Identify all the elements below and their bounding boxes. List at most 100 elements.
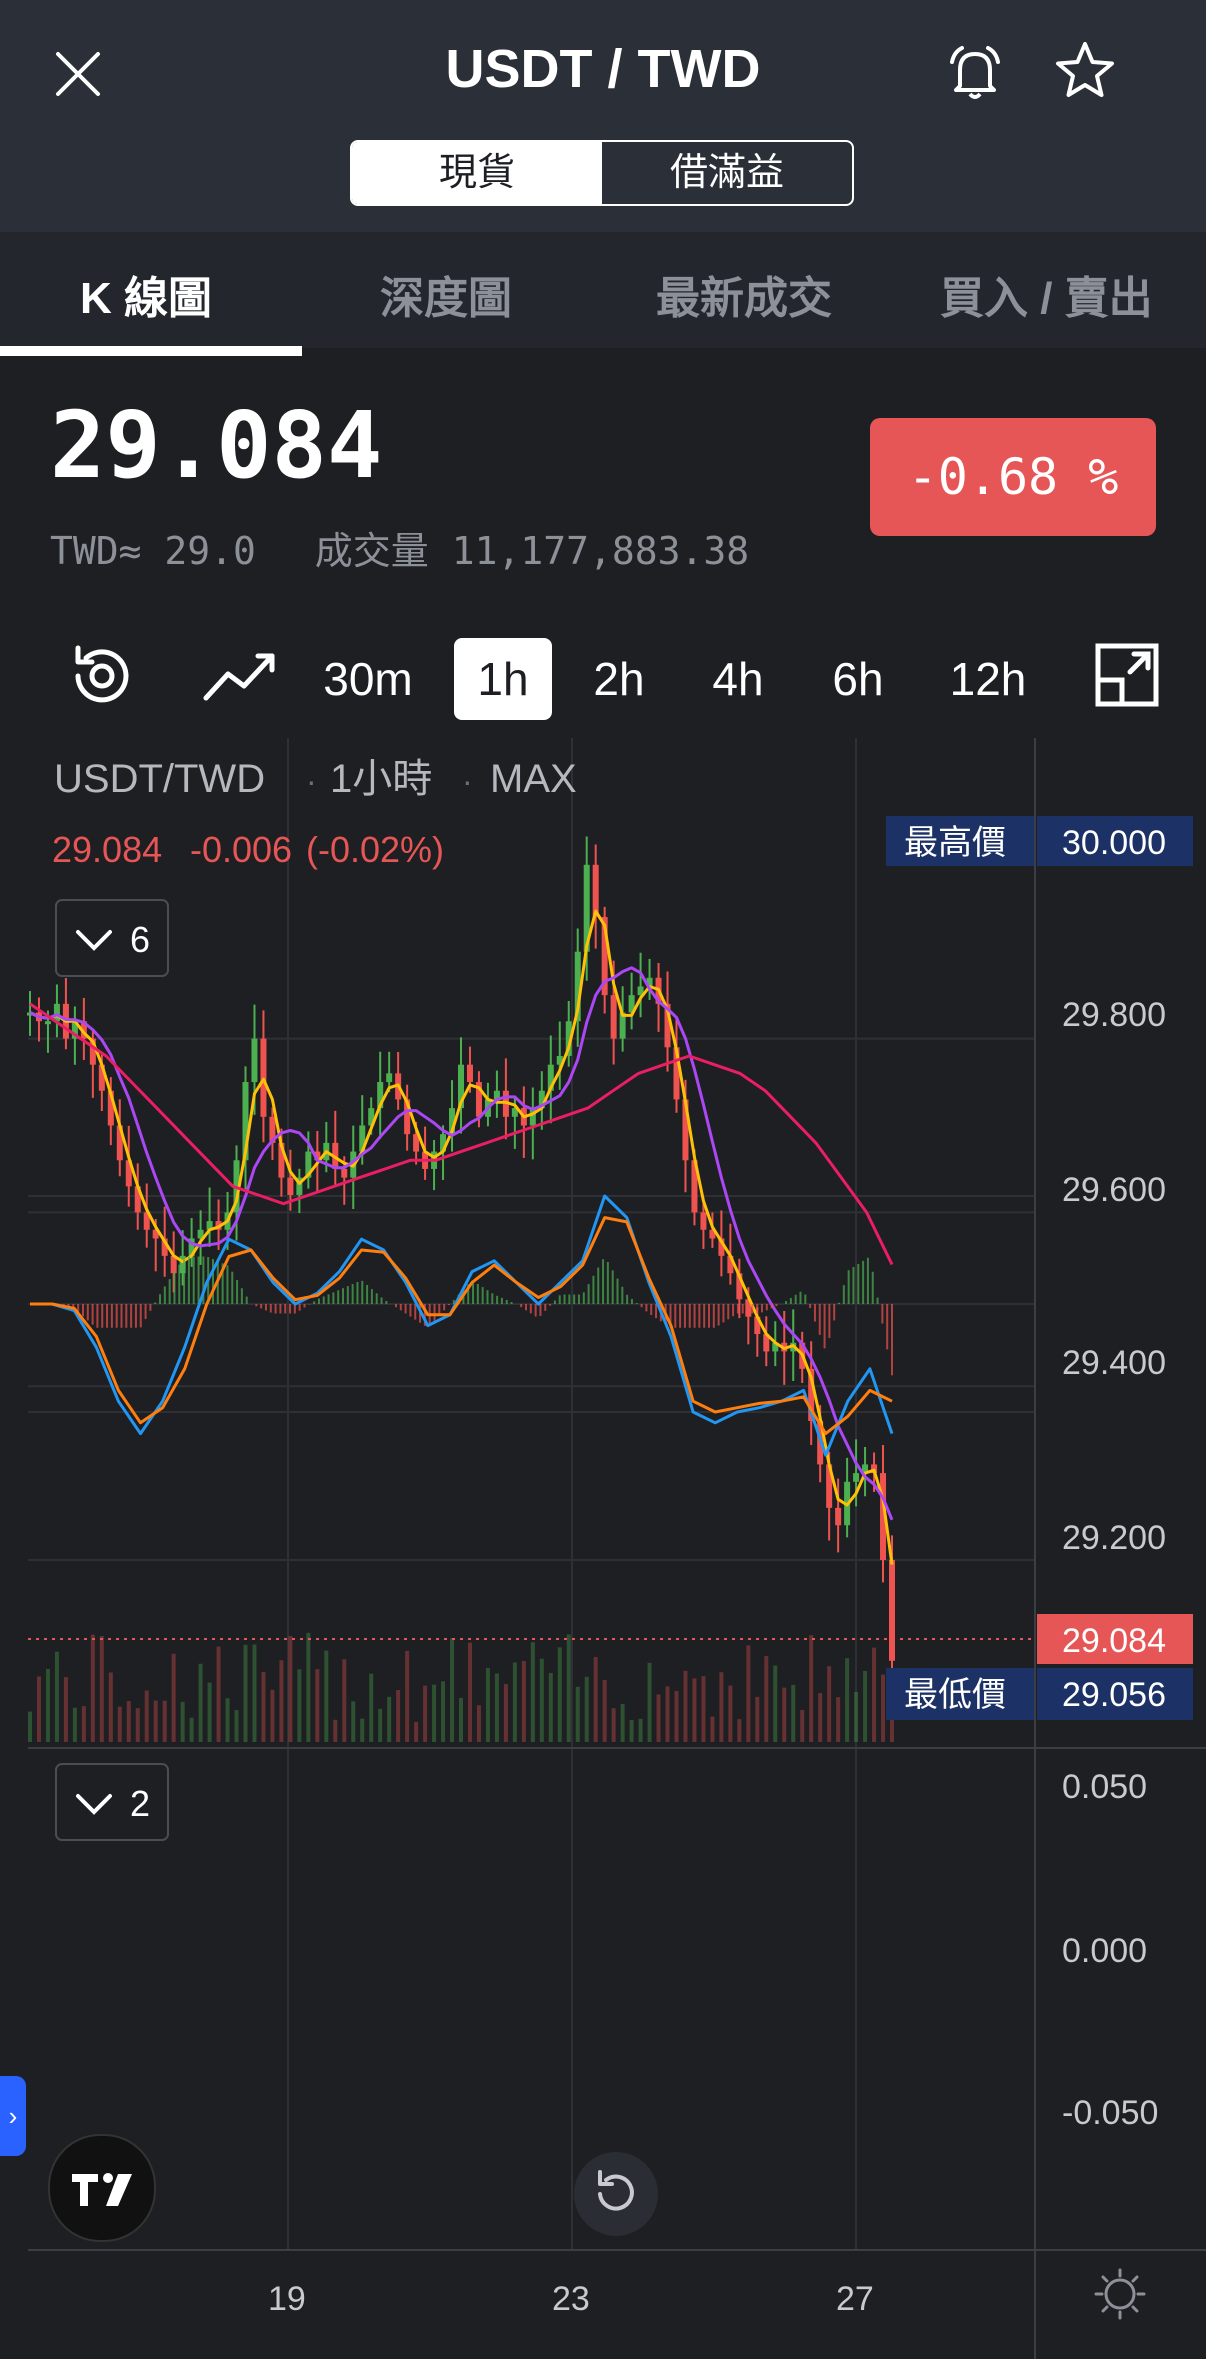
- volume-bar: [656, 1694, 661, 1742]
- timeframe-4h[interactable]: 4h: [712, 653, 764, 705]
- volume-bar: [351, 1701, 356, 1742]
- candle-body: [296, 1177, 303, 1196]
- volume-bar: [611, 1708, 616, 1742]
- tab-indicator: [0, 346, 302, 356]
- candle-body: [853, 1473, 860, 1482]
- candle-body: [80, 1021, 87, 1039]
- timeframe-1h[interactable]: 1h: [454, 638, 552, 720]
- volume-bar: [450, 1638, 455, 1742]
- candle-body: [161, 1238, 168, 1256]
- volume-bar: [791, 1684, 796, 1742]
- chevron-right-icon: ›: [8, 2101, 18, 2131]
- candle-body: [197, 1229, 204, 1239]
- tab-buy-sell[interactable]: 買入 / 賣出: [940, 274, 1153, 323]
- y-label-29600: 29.600: [1062, 1171, 1166, 1209]
- y-label-29800: 29.800: [1062, 996, 1166, 1034]
- candle-body: [466, 1064, 473, 1083]
- main-indicator-toggle[interactable]: 6: [55, 899, 169, 977]
- timeframe-30m[interactable]: 30m: [323, 653, 413, 705]
- reset-icon: [598, 2170, 634, 2211]
- volume-bar: [135, 1708, 140, 1742]
- candle-body: [359, 1125, 366, 1152]
- candle-body: [404, 1099, 411, 1135]
- settings-icon[interactable]: [1094, 2268, 1146, 2320]
- volume-bar: [521, 1660, 526, 1742]
- volume-bar: [764, 1656, 769, 1742]
- volume-bar: [369, 1673, 374, 1742]
- app-header: USDT / TWD 現貨 借滿益: [0, 0, 1206, 232]
- volume-bar: [872, 1647, 877, 1742]
- candle-body: [592, 864, 599, 917]
- osc-label-neg: -0.050: [1062, 2094, 1158, 2132]
- indicator-line-icon[interactable]: [200, 644, 280, 710]
- replay-icon[interactable]: [64, 638, 140, 714]
- osc-indicator-toggle[interactable]: 2: [55, 1763, 169, 1841]
- tab-latest-trades[interactable]: 最新成交: [656, 274, 832, 323]
- volume-bar: [180, 1701, 185, 1742]
- x-label-19: 19: [268, 2280, 306, 2318]
- candle-body: [889, 1560, 895, 1661]
- volume-bar: [99, 1635, 104, 1742]
- sidebar-toggle[interactable]: ›: [0, 2076, 26, 2156]
- candle-body: [368, 1108, 375, 1126]
- volume-bar: [836, 1697, 841, 1742]
- volume-bar: [530, 1642, 535, 1742]
- volume-bar: [800, 1709, 805, 1742]
- candle-body: [53, 1003, 60, 1022]
- volume-bar: [620, 1703, 625, 1742]
- candle-body: [314, 1151, 321, 1161]
- volume-bar: [396, 1689, 401, 1742]
- segment-spot[interactable]: 現貨: [352, 142, 602, 204]
- tradingview-logo[interactable]: [48, 2134, 156, 2242]
- price-chart[interactable]: USDT/TWD · 1小時 · MAX 29.084 -0.006 (-0.0…: [0, 738, 1206, 2359]
- tradingview-icon: [72, 2173, 132, 2206]
- bell-icon[interactable]: [942, 40, 1008, 106]
- candle-body: [125, 1160, 132, 1187]
- close-icon[interactable]: [52, 48, 104, 100]
- volume-bar: [279, 1660, 284, 1742]
- volume-bar: [342, 1659, 347, 1742]
- volume-bar: [171, 1653, 176, 1742]
- candle-body: [511, 1108, 518, 1117]
- timeframe-12h[interactable]: 12h: [949, 653, 1027, 705]
- volume-bar: [63, 1677, 68, 1742]
- candle-body: [619, 1012, 626, 1039]
- fullscreen-icon[interactable]: [1092, 640, 1162, 710]
- candle-body: [449, 1108, 456, 1135]
- volume-bar: [90, 1634, 95, 1742]
- y-label-29200: 29.200: [1062, 1519, 1166, 1557]
- candle-body: [493, 1090, 500, 1100]
- star-icon[interactable]: [1052, 38, 1118, 104]
- tab-depth[interactable]: 深度圖: [380, 274, 512, 323]
- volume-bar: [333, 1719, 338, 1742]
- candle-body: [538, 1090, 545, 1109]
- volume-bar: [809, 1635, 814, 1742]
- volume-bar: [602, 1679, 607, 1742]
- price-subline: TWD≈ 29.0 成交量 11,177,883.38: [50, 520, 749, 575]
- osc-label-pos: 0.050: [1062, 1768, 1147, 1806]
- timeframe-6h[interactable]: 6h: [832, 653, 884, 705]
- candle-body: [98, 1064, 105, 1091]
- candle-body: [772, 1342, 779, 1352]
- volume-bar: [494, 1673, 499, 1742]
- candle-body: [601, 916, 608, 996]
- candle-body: [206, 1221, 213, 1230]
- candle-body: [664, 1003, 671, 1048]
- chevron-down-icon: [76, 930, 112, 951]
- candle-body: [763, 1334, 770, 1352]
- volume-bar: [845, 1658, 850, 1742]
- tab-kline[interactable]: K 線圖: [80, 274, 212, 323]
- volume-bar: [459, 1697, 463, 1742]
- candle-body: [736, 1273, 743, 1300]
- chart-area[interactable]: USDT/TWD · 1小時 · MAX 29.084 -0.006 (-0.0…: [0, 738, 1206, 2359]
- y-label-29400: 29.400: [1062, 1344, 1166, 1382]
- candle-body: [628, 995, 635, 1013]
- candle-body: [44, 1021, 51, 1025]
- volume-bar: [890, 1714, 894, 1742]
- volume-bar: [225, 1698, 230, 1742]
- timeframe-2h[interactable]: 2h: [593, 653, 645, 705]
- segment-margin[interactable]: 借滿益: [669, 152, 784, 194]
- reset-chart-button[interactable]: [574, 2152, 658, 2236]
- ma-mid-line: [29, 966, 894, 1521]
- volume-bar: [512, 1662, 517, 1742]
